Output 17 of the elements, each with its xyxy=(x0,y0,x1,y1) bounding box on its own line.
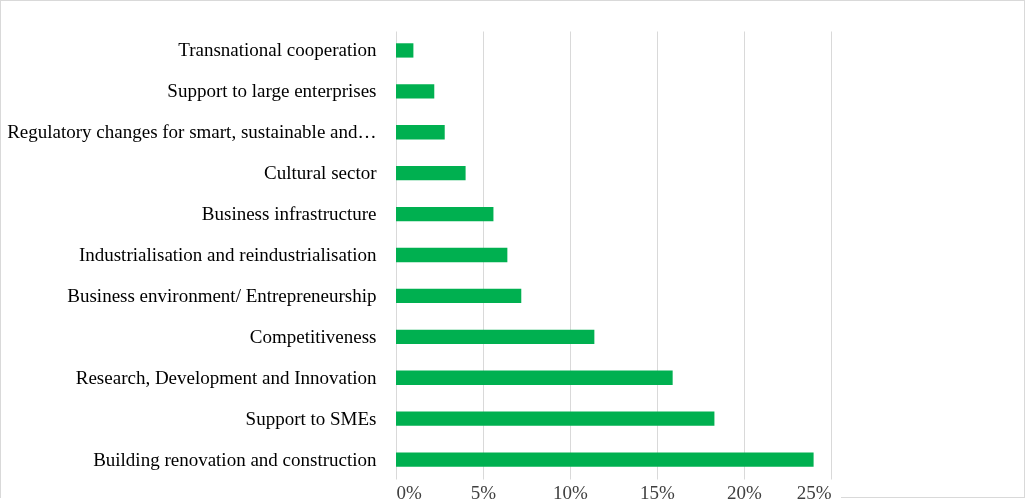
y-tick-label: Regulatory changes for smart, sustainable and… xyxy=(7,121,377,143)
y-tick-label: Competitiveness xyxy=(249,325,377,347)
y-tick-label: Research, Development and Innovation xyxy=(75,366,377,388)
x-tick-label: 0% xyxy=(396,481,422,500)
y-tick-label: Support to SMEs xyxy=(245,407,377,429)
y-tick-label: Industrialisation and reindustrialisation xyxy=(78,244,377,265)
y-tick-label: Transnational cooperation xyxy=(178,39,377,61)
y-tick-label: Cultural sector xyxy=(264,162,378,184)
y-tick-label: Business infrastructure xyxy=(201,203,377,225)
x-tick-label: 10% xyxy=(553,481,589,500)
x-tick-label: 5% xyxy=(470,481,497,500)
x-tick-label: 15% xyxy=(640,481,676,500)
y-tick-label: Business environment/ Entrepreneurship xyxy=(67,284,377,306)
x-tick-label: 20% xyxy=(727,481,763,500)
y-tick-label: Building renovation and construction xyxy=(93,448,377,470)
y-tick-label: Support to large enterprises xyxy=(167,80,377,102)
x-tick-label: 25% xyxy=(796,481,832,500)
